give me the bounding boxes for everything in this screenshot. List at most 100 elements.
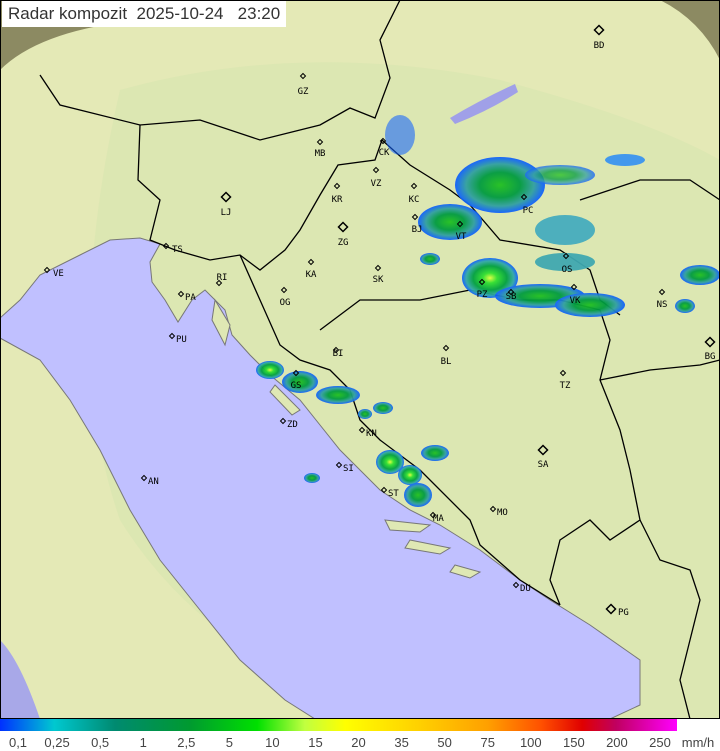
- city-marker-lj: [220, 191, 232, 203]
- city-label: PA: [185, 293, 196, 303]
- city-marker-kr: [333, 182, 341, 190]
- city-label: BL: [441, 357, 452, 367]
- city-label: OG: [280, 298, 291, 308]
- city-marker-kn: [358, 426, 366, 434]
- city-marker-pg: [605, 603, 617, 615]
- city-label: GZ: [298, 87, 309, 97]
- city-marker-si: [335, 461, 343, 469]
- city-marker-vz: [372, 166, 380, 174]
- city-marker-bl: [442, 344, 450, 352]
- city-label: PU: [176, 335, 187, 345]
- city-label: OS: [562, 265, 573, 275]
- city-marker-du: [512, 581, 520, 589]
- city-marker-vt: [456, 220, 464, 228]
- city-marker-pu: [168, 332, 176, 340]
- city-marker-og: [280, 286, 288, 294]
- title-date: 2025-10-24: [136, 4, 224, 23]
- radar-map: BD GZ MB CK VZ KR KC LJ ZG BJ VT PC TS VE RI KA SK OS PA OG…: [0, 0, 720, 719]
- country-borders: [39, 0, 720, 719]
- city-marker-ve: [43, 266, 51, 274]
- city-label: TZ: [560, 381, 571, 391]
- radar-echoes: [256, 115, 720, 507]
- legend-label: 5: [225, 735, 233, 750]
- legend-label: 200: [606, 735, 628, 750]
- legend-label: 15: [308, 735, 323, 750]
- city-marker-pc: [520, 193, 528, 201]
- city-label: BG: [705, 352, 716, 362]
- city-label: PC: [523, 206, 534, 216]
- city-label: DU: [520, 584, 531, 594]
- city-label: VK: [570, 296, 581, 306]
- city-marker-ka: [307, 258, 315, 266]
- city-label: BD: [594, 41, 605, 51]
- city-marker-an: [140, 474, 148, 482]
- city-label: KR: [332, 195, 343, 205]
- city-label: PZ: [477, 290, 488, 300]
- city-label: SA: [538, 460, 549, 470]
- city-markers: BD GZ MB CK VZ KR KC LJ ZG BJ VT PC TS VE RI KA SK OS PA OG…: [43, 24, 716, 618]
- legend-label: 2,5: [177, 735, 196, 750]
- city-label: RI: [217, 273, 228, 283]
- title-label: Radar kompozit: [8, 4, 128, 23]
- legend-label: 75: [480, 735, 495, 750]
- title-time: 23:20: [237, 4, 281, 23]
- city-label: CK: [379, 148, 390, 158]
- city-marker-gs: [292, 369, 300, 377]
- city-label: AN: [148, 477, 159, 487]
- city-marker-bg: [704, 336, 716, 348]
- city-label: MA: [433, 514, 444, 524]
- city-marker-ts: [162, 242, 170, 250]
- city-marker-bj: [411, 213, 419, 221]
- legend-label: 250: [649, 735, 671, 750]
- city-label: KC: [409, 195, 420, 205]
- city-label: NS: [657, 300, 668, 310]
- city-marker-kc: [410, 182, 418, 190]
- islands: [211, 298, 482, 579]
- city-marker-bd: [593, 24, 605, 36]
- city-marker-sk: [374, 264, 382, 272]
- lake-balaton: [450, 84, 518, 124]
- city-label: VE: [53, 269, 64, 279]
- city-label: VZ: [371, 179, 382, 189]
- city-marker-ri: [215, 279, 223, 287]
- city-label: LJ: [221, 208, 232, 218]
- city-label: SI: [343, 464, 354, 474]
- city-marker-zg: [337, 221, 349, 233]
- city-label: ZD: [287, 420, 298, 430]
- precipitation-color-scale: [0, 719, 677, 731]
- city-marker-pa: [177, 290, 185, 298]
- tyrrhenian-sea: [0, 640, 40, 719]
- legend-label: 100: [519, 735, 542, 750]
- city-label: PG: [618, 608, 629, 618]
- legend-label: 0,1: [8, 735, 28, 750]
- city-label: VT: [456, 232, 467, 242]
- city-marker-sa: [537, 444, 549, 456]
- adriatic-sea: [0, 237, 641, 719]
- city-marker-mb: [316, 138, 324, 146]
- legend-label: 50: [437, 735, 452, 750]
- city-label: SK: [373, 275, 384, 285]
- city-marker-pz: [478, 278, 486, 286]
- city-label: TS: [172, 245, 183, 255]
- legend-label: 1: [139, 735, 147, 750]
- city-label: GS: [291, 381, 302, 391]
- city-label: MB: [315, 149, 326, 159]
- city-label: BI: [333, 349, 344, 359]
- legend-unit: mm/h: [681, 735, 715, 750]
- city-marker-tz: [559, 369, 567, 377]
- legend-label: 20: [351, 735, 366, 750]
- city-label: MO: [497, 508, 508, 518]
- city-marker-st: [380, 486, 388, 494]
- city-marker-ck: [379, 137, 387, 145]
- city-label: ZG: [338, 238, 349, 248]
- city-label: SB: [506, 292, 517, 302]
- city-marker-mo: [489, 505, 497, 513]
- legend-label: 0,25: [44, 735, 70, 750]
- city-marker-zd: [279, 417, 287, 425]
- city-label: KN: [366, 429, 377, 439]
- city-marker-ma: [429, 511, 437, 519]
- city-marker-bi: [332, 346, 340, 354]
- legend-label: 10: [265, 735, 280, 750]
- map-title: Radar kompozit 2025-10-24 23:20: [2, 1, 287, 27]
- city-marker-os: [562, 252, 570, 260]
